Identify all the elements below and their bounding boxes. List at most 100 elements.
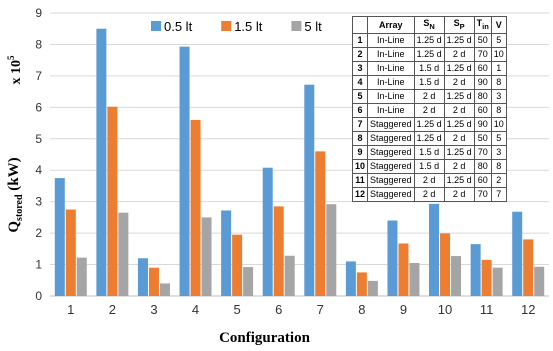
header-tin: Tin — [473, 16, 492, 34]
table-cell-num: 6 — [351, 102, 369, 118]
y-tick-label: 2 — [35, 226, 42, 240]
y-axis-title-sub: stored — [14, 194, 25, 221]
table-cell-array: In-Line — [367, 102, 415, 118]
y-axis-title-main: Q — [6, 221, 22, 233]
table-cell-array: In-Line — [367, 32, 415, 48]
table-cell-v: 3 — [490, 88, 507, 104]
table-cell-array: In-Line — [367, 46, 415, 62]
bar-5-lt — [409, 262, 420, 296]
x-tick-label: 2 — [109, 302, 116, 317]
x-tick-label: 4 — [192, 302, 199, 317]
legend-swatch — [291, 21, 302, 31]
table-cell-num: 8 — [351, 130, 369, 146]
y-tick-label: 0 — [35, 289, 42, 303]
table-cell-array: Staggered — [367, 116, 415, 132]
bar-1-5-lt — [481, 259, 492, 296]
header-sn-main: S — [423, 18, 430, 28]
table-header-row: Array SN SP Tin V — [351, 16, 507, 34]
table-cell-tin: 50 — [473, 130, 492, 146]
x-tick-label: 11 — [480, 302, 494, 317]
table-cell-num: 3 — [351, 60, 369, 76]
table-row: 7 Staggered 1.25 d 1.25 d 90 10 — [351, 116, 507, 132]
x-tick-label: 3 — [150, 302, 157, 317]
bar-5-lt — [451, 256, 462, 296]
table-cell-sp: 1.25 d — [443, 172, 475, 188]
table-cell-array: In-Line — [367, 60, 415, 76]
y-tick-label: 1 — [35, 258, 42, 272]
x-axis-title: Configuration — [219, 330, 311, 346]
table-cell-sp: 2 d — [443, 74, 475, 90]
y-tick-label: 8 — [35, 37, 42, 51]
x-tick-label: 8 — [358, 302, 365, 317]
header-v: V — [490, 16, 507, 34]
bar-1-5-lt — [398, 243, 409, 296]
table-cell-array: Staggered — [367, 144, 415, 160]
bar-0-5-lt — [512, 211, 523, 296]
table-row: 11 Staggered 2 d 1.25 d 60 2 — [351, 172, 507, 188]
table-cell-sn: 1.5 d — [413, 144, 445, 160]
bar-1-5-lt — [107, 106, 118, 297]
table-cell-v: 8 — [490, 102, 507, 118]
header-sn-sub: N — [429, 21, 435, 31]
table-cell-array: Staggered — [367, 158, 415, 174]
bar-0-5-lt — [137, 258, 148, 296]
table-row: 3 In-Line 1.5 d 1.25 d 60 1 — [351, 60, 507, 76]
table-cell-num: 10 — [351, 158, 369, 174]
table-cell-tin: 60 — [473, 60, 492, 76]
table-cell-v: 7 — [490, 186, 507, 202]
header-sp-sub: P — [459, 21, 465, 31]
table-cell-tin: 60 — [473, 172, 492, 188]
bar-0-5-lt — [345, 261, 356, 296]
header-num — [351, 16, 369, 34]
table-cell-num: 12 — [351, 186, 369, 202]
table-cell-array: Staggered — [367, 130, 415, 146]
legend-swatch — [221, 21, 232, 31]
table-cell-sp: 2 d — [443, 158, 475, 174]
table-cell-num: 7 — [351, 116, 369, 132]
header-tin-main: T — [476, 18, 483, 28]
y-axis-multiplier: x 105 — [6, 55, 24, 85]
header-sn: SN — [413, 16, 445, 34]
bar-1-5-lt — [232, 234, 243, 296]
bar-5-lt — [367, 280, 378, 296]
table-cell-sn: 1.25 d — [413, 130, 445, 146]
legend-swatch — [151, 21, 161, 31]
table-cell-num: 4 — [351, 74, 369, 90]
y-tick-label: 6 — [35, 100, 42, 114]
table-cell-v: 5 — [490, 130, 507, 146]
table-cell-sn: 1.25 d — [413, 116, 445, 132]
header-sp: SP — [443, 16, 475, 34]
table-cell-sp: 2 d — [443, 130, 475, 146]
table-cell-v: 5 — [490, 32, 507, 48]
x-tick-label: 12 — [521, 302, 535, 317]
bar-0-5-lt — [387, 220, 398, 296]
table-cell-sn: 1.25 d — [413, 32, 445, 48]
table-row: 9 Staggered 1.5 d 1.25 d 70 3 — [351, 144, 507, 160]
y-tick-label: 5 — [35, 132, 42, 146]
bar-1-5-lt — [440, 233, 451, 296]
y-tick-label: 4 — [35, 163, 42, 177]
multiplier-exponent: 5 — [6, 55, 16, 60]
x-tick-label: 7 — [317, 302, 324, 317]
legend-label: 1.5 lt — [234, 19, 263, 34]
table-cell-v: 10 — [490, 46, 507, 62]
bar-5-lt — [534, 266, 545, 296]
bar-1-5-lt — [523, 239, 534, 296]
table-cell-array: Staggered — [367, 172, 415, 188]
table-cell-sn: 1.5 d — [413, 74, 445, 90]
table-cell-sp: 1.25 d — [443, 116, 475, 132]
bar-5-lt — [159, 283, 170, 296]
header-sp-main: S — [453, 18, 460, 28]
table-cell-sn: 2 d — [413, 88, 445, 104]
table-cell-sn: 1.5 d — [413, 158, 445, 174]
table-cell-array: Staggered — [367, 186, 415, 202]
bar-0-5-lt — [96, 28, 107, 296]
table-cell-num: 2 — [351, 46, 369, 62]
table-cell-array: In-Line — [367, 88, 415, 104]
